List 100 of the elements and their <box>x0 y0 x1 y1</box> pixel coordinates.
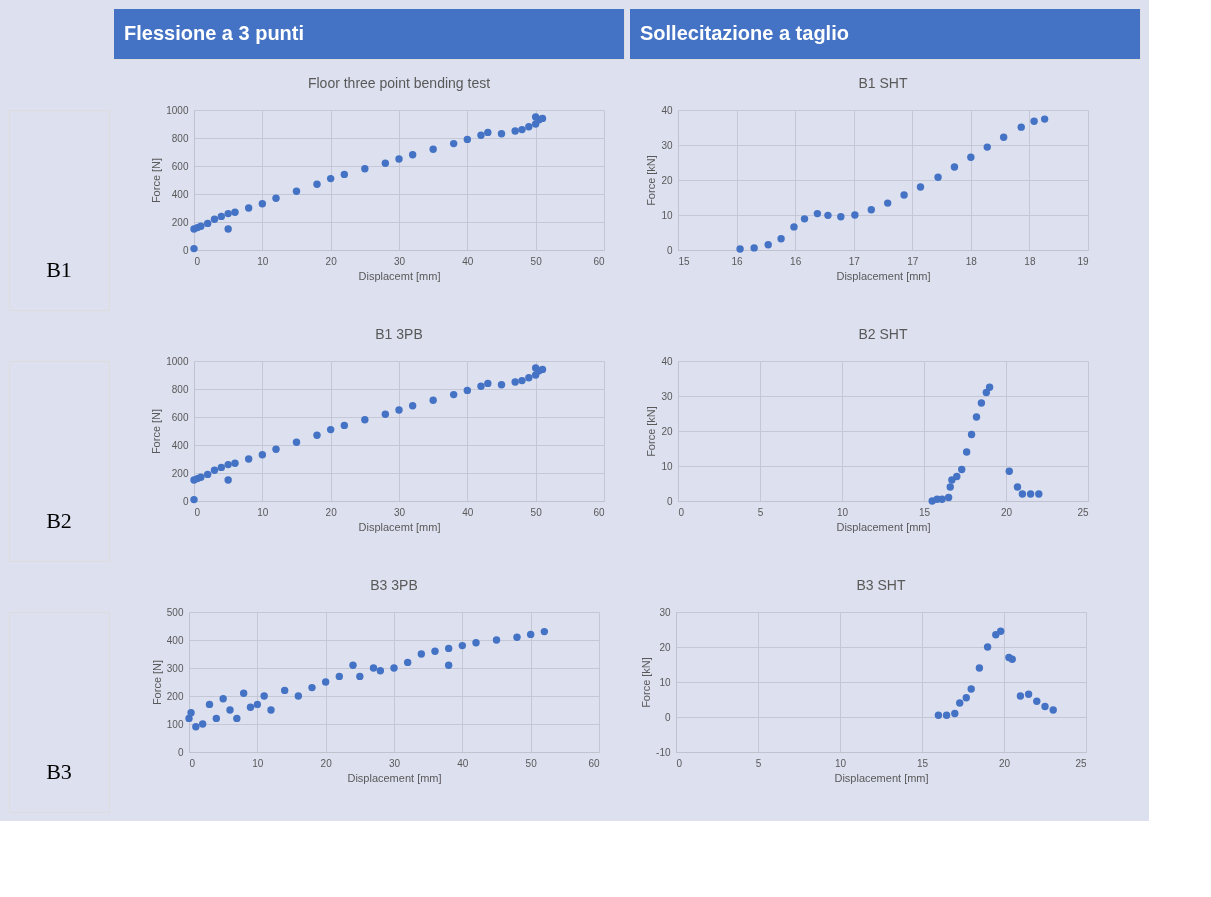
point <box>217 463 226 472</box>
point <box>381 159 390 167</box>
x-tick-label: 50 <box>530 255 543 267</box>
point <box>513 633 521 641</box>
point <box>538 114 547 123</box>
point <box>1016 692 1025 700</box>
point <box>985 383 994 391</box>
point <box>224 476 232 484</box>
point <box>224 209 232 218</box>
x-tick-label: 30 <box>393 255 406 267</box>
point <box>369 664 378 672</box>
x-tick-label: 10 <box>257 506 269 518</box>
y-tick-label: 400 <box>166 634 184 646</box>
x-tick-label: 18 <box>1024 255 1036 267</box>
point <box>538 365 547 374</box>
x-tick-label: 0 <box>194 506 201 518</box>
x-tick-label: 20 <box>998 757 1011 769</box>
point <box>967 430 976 439</box>
y-tick-label: 40 <box>661 104 673 116</box>
point <box>292 438 301 446</box>
y-axis-title: Force [kN] <box>645 155 658 206</box>
x-axis-title: Displacement [mm] <box>836 269 931 282</box>
point <box>246 703 255 711</box>
y-tick-label: 500 <box>166 606 184 618</box>
x-axis-title: Displacement [mm] <box>347 771 442 784</box>
point <box>526 630 535 639</box>
point <box>518 376 526 385</box>
point <box>233 714 241 723</box>
point <box>258 200 267 208</box>
y-tick-label: 400 <box>171 439 189 451</box>
x-tick-label: 10 <box>834 757 847 769</box>
point <box>1024 690 1033 698</box>
x-tick-label: 16 <box>731 255 744 267</box>
point <box>972 413 981 421</box>
y-axis-title: Force [N] <box>150 157 163 204</box>
chart-title: Floor three point bending test <box>307 75 491 91</box>
point <box>258 451 267 459</box>
y-tick-label: 30 <box>661 390 673 402</box>
point <box>403 658 412 667</box>
point <box>518 125 526 134</box>
y-tick-label: 40 <box>661 355 673 367</box>
point <box>210 466 219 474</box>
y-tick-label: 20 <box>661 174 673 186</box>
x-tick-label: 40 <box>462 255 474 267</box>
y-tick-label: 200 <box>166 690 184 702</box>
y-tick-label: 10 <box>659 676 671 688</box>
point <box>408 402 417 410</box>
x-tick-label: 30 <box>393 506 406 518</box>
point <box>212 714 221 723</box>
chart-title: B2 SHT <box>858 326 908 342</box>
point <box>267 706 275 714</box>
point <box>463 386 472 395</box>
point <box>239 689 248 697</box>
point <box>417 650 426 658</box>
point <box>280 686 289 695</box>
point <box>1041 702 1049 711</box>
x-tick-label: 18 <box>965 255 978 267</box>
point <box>197 222 205 230</box>
x-tick-label: 10 <box>252 757 264 769</box>
point <box>1005 467 1013 475</box>
y-tick-label: 100 <box>166 718 184 730</box>
y-tick-label: 0 <box>664 711 671 723</box>
point <box>321 678 330 686</box>
point <box>190 244 198 253</box>
point <box>203 470 212 479</box>
x-tick-label: 5 <box>757 506 764 518</box>
x-tick-label: 25 <box>1077 506 1089 518</box>
point <box>951 709 959 718</box>
point <box>429 396 437 404</box>
point <box>472 639 480 647</box>
x-tick-label: 50 <box>530 506 543 518</box>
point <box>492 636 501 644</box>
y-tick-label: 0 <box>182 244 189 256</box>
point <box>1035 490 1043 498</box>
y-tick-label: 800 <box>171 383 189 395</box>
y-tick-label: 300 <box>166 662 184 674</box>
x-tick-label: 5 <box>755 757 762 769</box>
point <box>956 699 964 707</box>
point <box>431 647 439 655</box>
point <box>326 174 335 183</box>
x-tick-label: 60 <box>593 506 605 518</box>
x-tick-label: 20 <box>325 255 338 267</box>
x-tick-label: 30 <box>388 757 401 769</box>
point <box>497 130 506 138</box>
point <box>210 215 219 223</box>
y-tick-label: -10 <box>656 746 671 758</box>
point <box>958 465 966 474</box>
y-tick-label: 200 <box>171 467 189 479</box>
x-tick-label: 15 <box>916 757 929 769</box>
point <box>272 445 280 453</box>
point <box>449 139 458 148</box>
y-tick-label: 0 <box>182 495 189 507</box>
chart-title: B1 SHT <box>858 75 908 91</box>
x-tick-label: 16 <box>790 255 802 267</box>
y-tick-label: 1000 <box>166 104 189 116</box>
point <box>444 644 453 653</box>
point <box>340 170 349 179</box>
point <box>934 711 943 719</box>
point <box>525 374 533 382</box>
point <box>361 165 369 173</box>
